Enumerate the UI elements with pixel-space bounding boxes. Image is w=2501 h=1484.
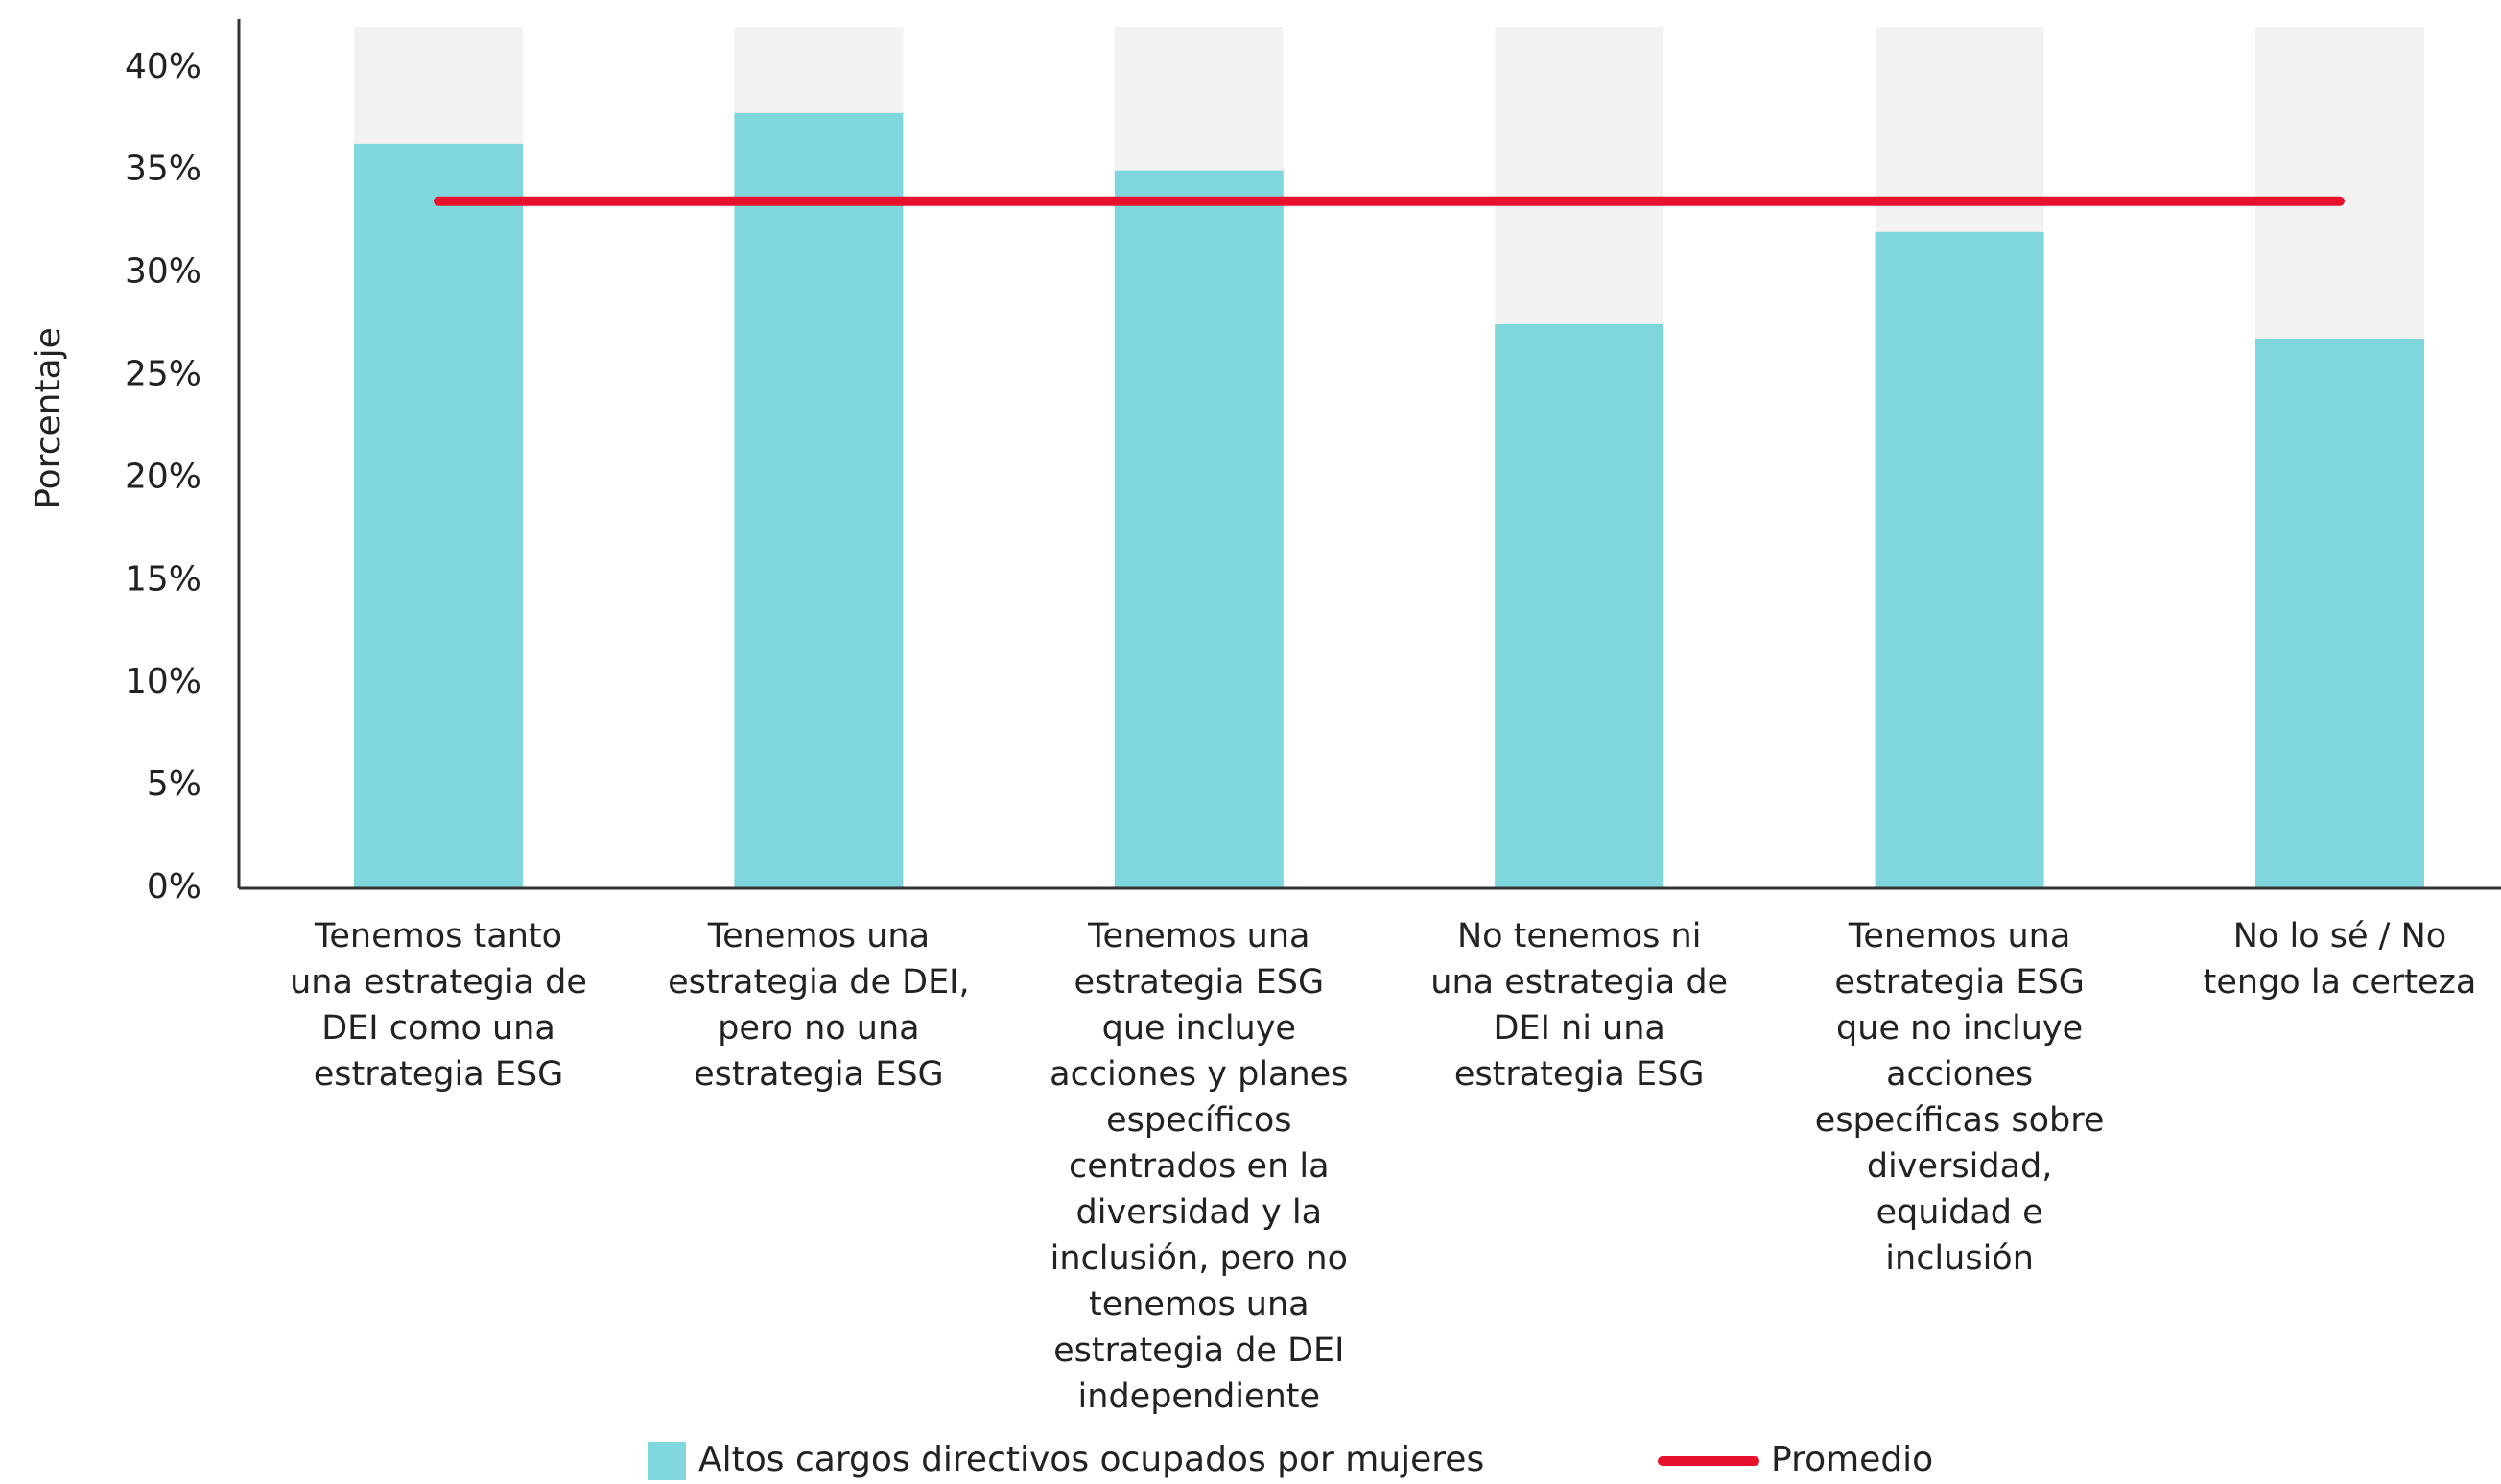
bar	[354, 143, 523, 888]
x-tick-label: Tenemos una estrategia de DEI, pero no u…	[668, 917, 970, 1094]
x-tick-label: Tenemos una estrategia ESG que no incluy…	[1814, 917, 2105, 1278]
bar	[1495, 324, 1664, 888]
y-tick-label: 10%	[125, 662, 201, 701]
y-tick-label: 5%	[147, 765, 201, 804]
bar	[1114, 170, 1284, 888]
y-tick-label: 35%	[125, 150, 201, 189]
legend-label: Altos cargos directivos ocupados por muj…	[698, 1440, 1484, 1479]
y-tick-label: 40%	[125, 47, 201, 86]
y-tick-label: 0%	[147, 867, 201, 907]
y-tick-label: 15%	[125, 559, 201, 599]
bar	[1875, 231, 2044, 889]
y-tick-label: 30%	[125, 252, 201, 292]
y-tick-label: 25%	[125, 354, 201, 393]
x-tick-label: Tenemos una estrategia ESG que incluye a…	[1050, 917, 1349, 1416]
x-tick-label: Tenemos tanto una estrategia de DEI como…	[290, 917, 587, 1094]
x-tick-label: No tenemos ni una estrategia de DEI ni u…	[1430, 917, 1729, 1094]
legend-label: Promedio	[1771, 1440, 1933, 1479]
legend-swatch	[648, 1442, 686, 1480]
x-tick-label: No lo sé / No tengo la certeza	[2203, 917, 2477, 1001]
y-axis-label: Porcentaje	[29, 327, 68, 509]
bar	[2255, 338, 2424, 888]
bar	[734, 112, 904, 889]
y-tick-label: 20%	[125, 457, 201, 496]
